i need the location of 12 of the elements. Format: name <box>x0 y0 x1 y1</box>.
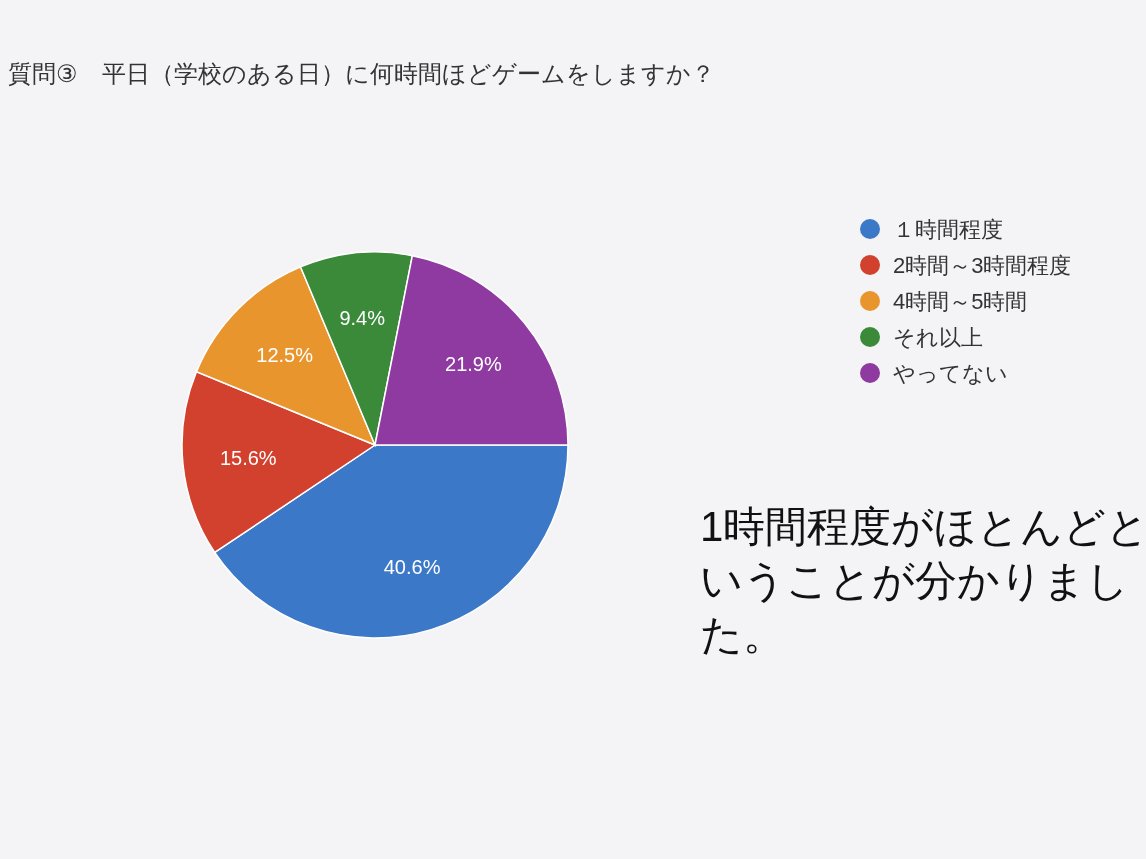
chart-title: 質問③ 平日（学校のある日）に何時間ほどゲームをしますか？ <box>8 60 715 87</box>
legend-label: やってない <box>893 361 1008 386</box>
data-label: 40.6% <box>383 555 441 578</box>
data-label: 9.4% <box>339 307 386 330</box>
data-label: 21.9% <box>445 353 502 376</box>
data-label: 15.6% <box>219 446 277 469</box>
data-label: 12.5% <box>256 344 314 367</box>
text: 1時間程度がほとんどということが分かりました。 <box>700 502 1146 660</box>
legend-label: １時間程度 <box>893 217 1003 242</box>
legend-label: 4時間～5時間 <box>893 289 1028 314</box>
legend-label: それ以上 <box>893 325 983 350</box>
legend-label: 2時間～3時間程度 <box>893 253 1072 278</box>
